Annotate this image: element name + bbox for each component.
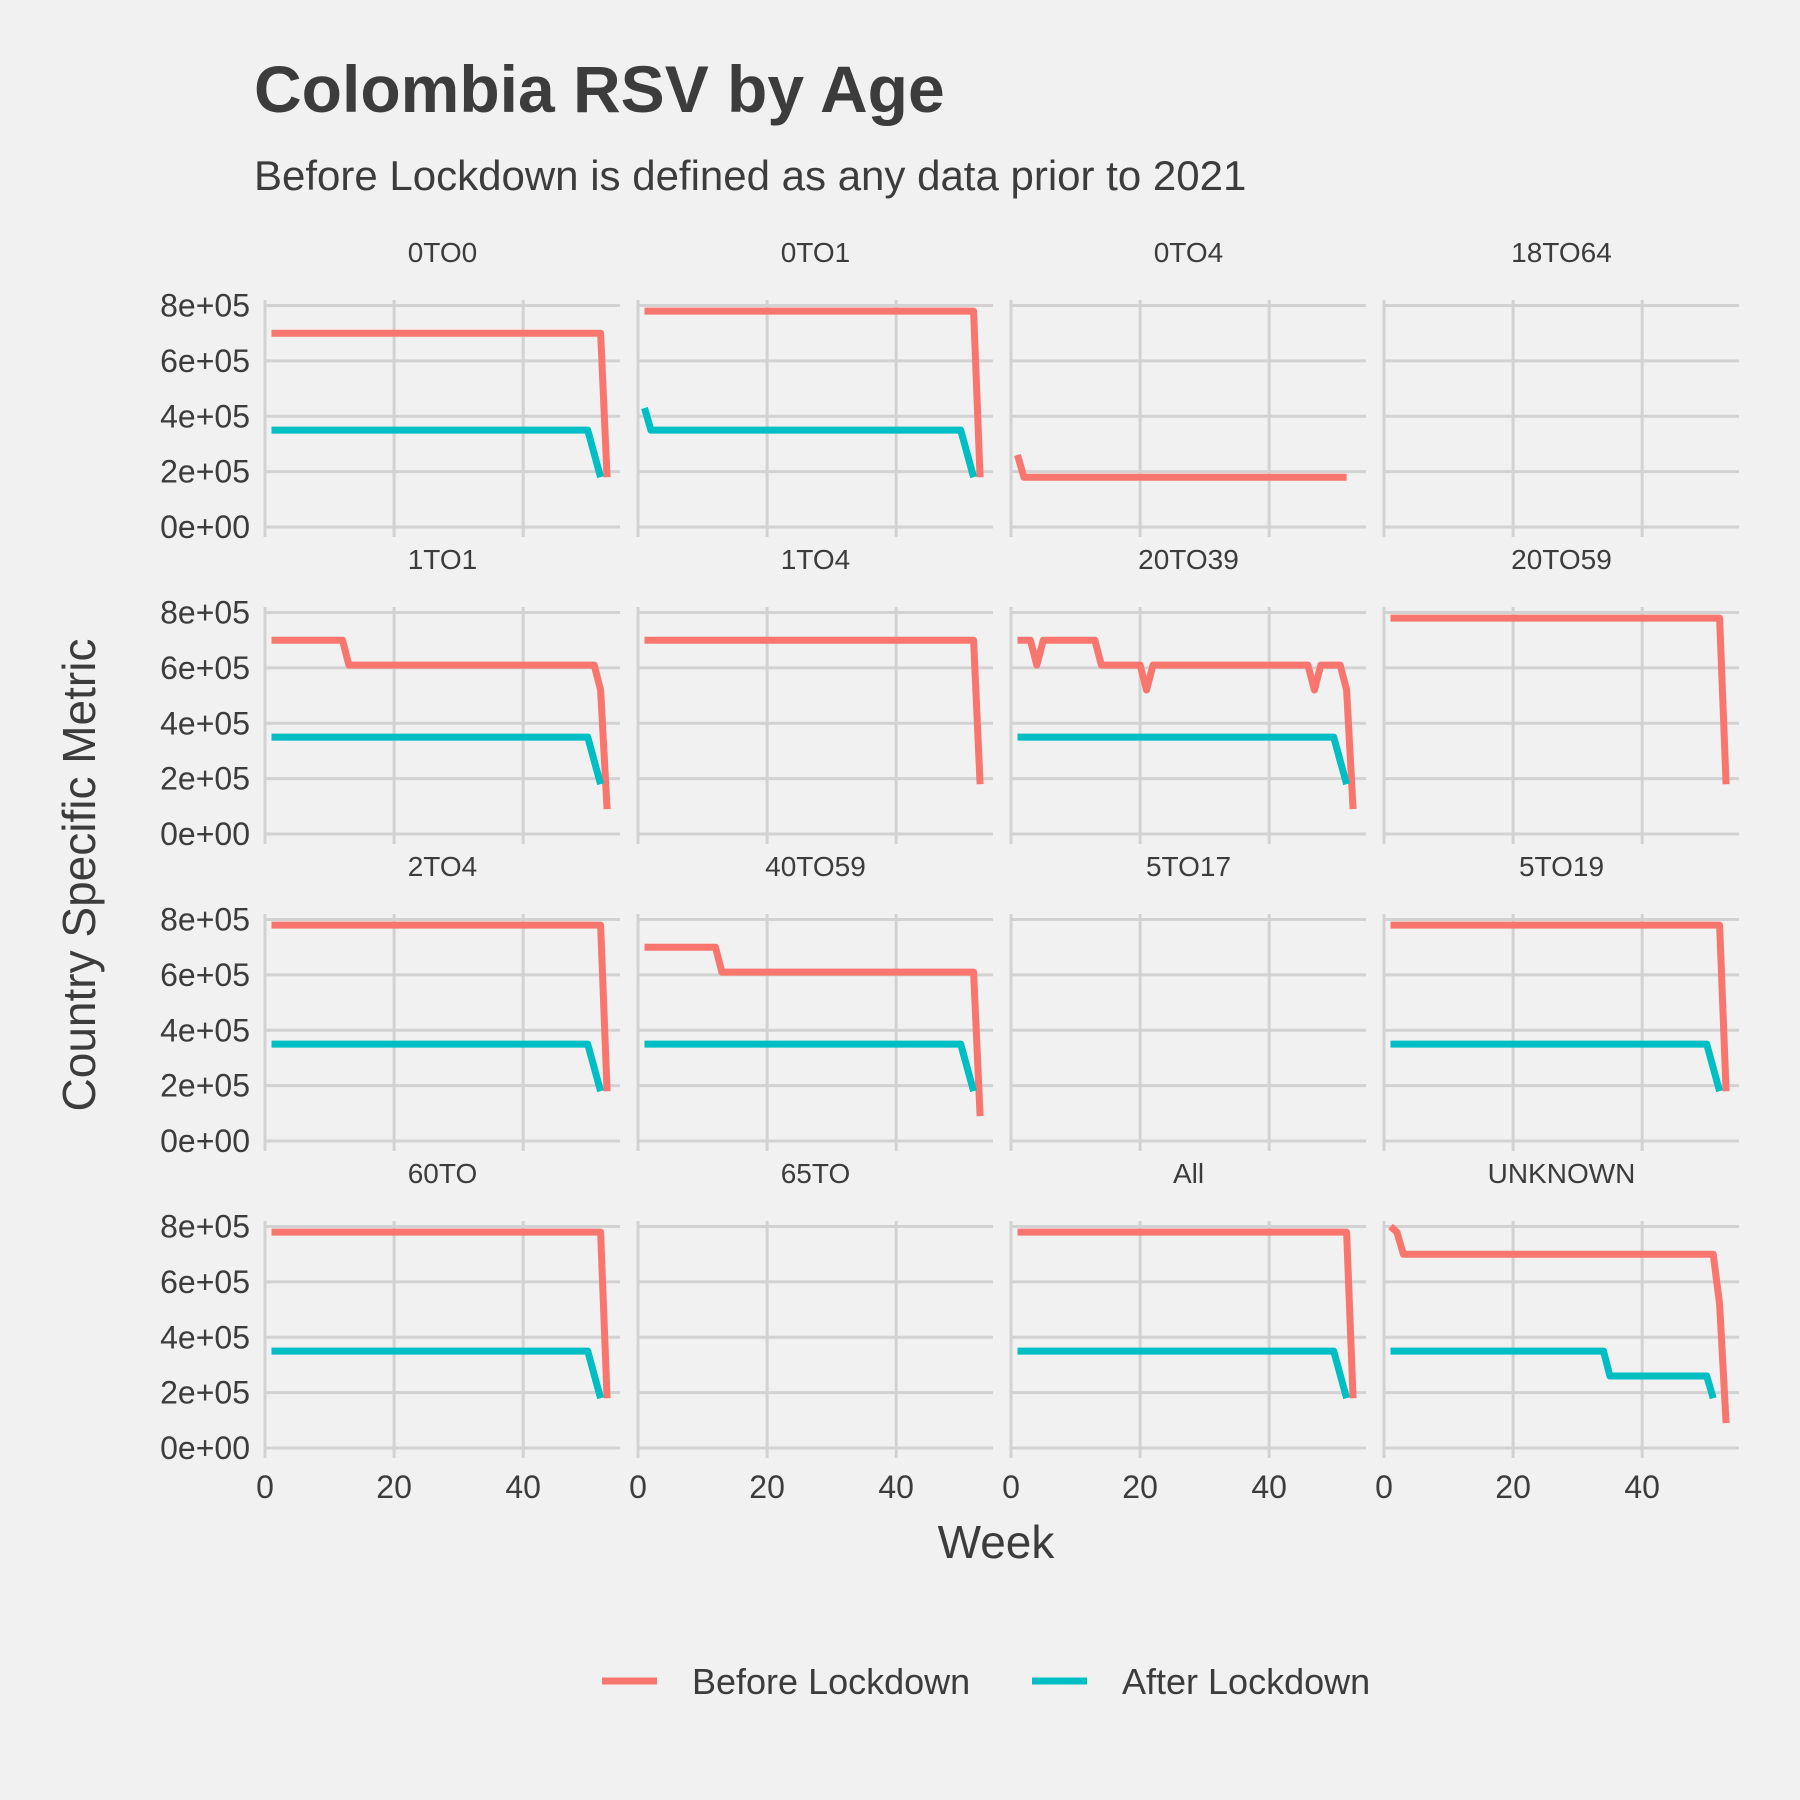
facet-strip-label: 18TO64 bbox=[1511, 237, 1612, 268]
before-lockdown-line bbox=[644, 943, 984, 1117]
y-tick-label: 4e+05 bbox=[160, 1012, 250, 1048]
after-lockdown-line bbox=[644, 1040, 977, 1093]
x-tick-label: 40 bbox=[1624, 1469, 1660, 1505]
facet-strip-label: 1TO4 bbox=[781, 544, 851, 575]
facet-strip-label: 0TO1 bbox=[781, 237, 851, 268]
after-lockdown-line bbox=[1017, 733, 1350, 786]
facet-strip-label: 0TO0 bbox=[408, 237, 478, 268]
facet-strip-label: UNKNOWN bbox=[1488, 1158, 1636, 1189]
before-lockdown-line bbox=[1390, 921, 1730, 1092]
facet-panel: 20TO59 bbox=[1382, 544, 1739, 844]
before-lockdown-line bbox=[644, 636, 984, 785]
y-tick-label: 8e+05 bbox=[160, 595, 250, 631]
legend-label: Before Lockdown bbox=[692, 1661, 970, 1702]
x-tick-label: 40 bbox=[878, 1469, 914, 1505]
legend-label: After Lockdown bbox=[1122, 1661, 1370, 1702]
facet-strip-label: 40TO59 bbox=[765, 851, 866, 882]
facet-panel: 1TO4 bbox=[636, 544, 993, 844]
after-lockdown-line bbox=[1390, 1040, 1723, 1093]
facet-strip-label: 65TO bbox=[781, 1158, 851, 1189]
y-tick-label: 2e+05 bbox=[160, 1068, 250, 1104]
y-tick-label: 2e+05 bbox=[160, 1375, 250, 1411]
legend: Before Lockdown After Lockdown bbox=[602, 1661, 1370, 1702]
x-tick-label: 40 bbox=[1251, 1469, 1287, 1505]
x-tick-label: 20 bbox=[1495, 1469, 1531, 1505]
facet-panel: UNKNOWN bbox=[1382, 1158, 1739, 1458]
y-tick-label: 8e+05 bbox=[160, 1209, 250, 1245]
y-tick-label: 0e+00 bbox=[160, 1430, 250, 1466]
y-tick-label: 0e+00 bbox=[160, 509, 250, 545]
facet-strip-label: 20TO39 bbox=[1138, 544, 1239, 575]
y-tick-label: 6e+05 bbox=[160, 343, 250, 379]
y-tick-label: 2e+05 bbox=[160, 761, 250, 797]
facet-panel: 0TO4 bbox=[1009, 237, 1366, 537]
facet-strip-label: 5TO19 bbox=[1519, 851, 1604, 882]
y-axis-title: Country Specific Metric bbox=[53, 639, 105, 1112]
before-lockdown-line bbox=[1014, 454, 1347, 481]
chart-subtitle: Before Lockdown is defined as any data p… bbox=[254, 152, 1246, 199]
facet-strip-label: 5TO17 bbox=[1146, 851, 1231, 882]
y-tick-label: 0e+00 bbox=[160, 816, 250, 852]
facet-strip-label: 60TO bbox=[408, 1158, 478, 1189]
before-lockdown-line bbox=[1388, 1223, 1730, 1424]
facet-panel: All bbox=[1009, 1158, 1366, 1458]
after-lockdown-line bbox=[271, 1347, 604, 1400]
after-lockdown-line bbox=[271, 733, 604, 786]
y-tick-label: 8e+05 bbox=[160, 288, 250, 324]
before-lockdown-line bbox=[644, 307, 984, 478]
y-tick-label: 6e+05 bbox=[160, 650, 250, 686]
x-tick-label: 40 bbox=[505, 1469, 541, 1505]
before-lockdown-line bbox=[1390, 614, 1730, 785]
facet-strip-label: 20TO59 bbox=[1511, 544, 1612, 575]
facet-panel: 5TO17 bbox=[1009, 851, 1366, 1151]
facet-strip-label: 0TO4 bbox=[1154, 237, 1224, 268]
facet-panel: 18TO64 bbox=[1382, 237, 1739, 537]
y-axis-tick-labels: 0e+00 2e+05 4e+05 6e+05 8e+05 0e+00 2e+05 4e+05… bbox=[160, 288, 250, 1466]
facet-panel: 1TO1 bbox=[263, 544, 620, 844]
chart-title: Colombia RSV by Age bbox=[254, 52, 945, 126]
x-tick-label: 0 bbox=[629, 1469, 647, 1505]
facet-panel: 5TO19 bbox=[1382, 851, 1739, 1151]
facet-panel: 20TO39 bbox=[1009, 544, 1366, 844]
x-tick-label: 20 bbox=[1122, 1469, 1158, 1505]
facet-panels: 0TO0 0TO1 0TO4 18TO64 1TO1 1TO4 20TO39 20TO59 2T… bbox=[263, 237, 1739, 1458]
facet-panel: 65TO bbox=[636, 1158, 993, 1458]
y-tick-label: 4e+05 bbox=[160, 1319, 250, 1355]
before-lockdown-line bbox=[271, 329, 611, 478]
after-lockdown-line bbox=[271, 426, 604, 479]
facet-panel: 40TO59 bbox=[636, 851, 993, 1151]
before-lockdown-line bbox=[271, 636, 611, 810]
facet-panel: 2TO4 bbox=[263, 851, 620, 1151]
x-axis-title: Week bbox=[938, 1516, 1056, 1568]
y-tick-label: 6e+05 bbox=[160, 957, 250, 993]
x-axis-tick-labels: 0 20 40 0 20 40 0 20 40 0 20 40 bbox=[256, 1469, 1660, 1505]
y-tick-label: 4e+05 bbox=[160, 705, 250, 741]
after-lockdown-line bbox=[1017, 1347, 1350, 1400]
before-lockdown-line bbox=[271, 921, 611, 1092]
y-tick-label: 6e+05 bbox=[160, 1264, 250, 1300]
x-tick-label: 20 bbox=[376, 1469, 412, 1505]
y-tick-label: 4e+05 bbox=[160, 398, 250, 434]
after-lockdown-line bbox=[1390, 1347, 1717, 1400]
after-lockdown-line bbox=[271, 1040, 604, 1093]
before-lockdown-line bbox=[271, 1228, 611, 1399]
before-lockdown-line bbox=[1017, 636, 1357, 810]
x-tick-label: 20 bbox=[749, 1469, 785, 1505]
after-lockdown-line bbox=[641, 407, 977, 479]
facet-panel: 0TO0 bbox=[263, 237, 620, 537]
y-tick-label: 0e+00 bbox=[160, 1123, 250, 1159]
x-tick-label: 0 bbox=[1002, 1469, 1020, 1505]
y-tick-label: 8e+05 bbox=[160, 902, 250, 938]
facet-panel: 0TO1 bbox=[636, 237, 993, 537]
x-tick-label: 0 bbox=[1375, 1469, 1393, 1505]
y-tick-label: 2e+05 bbox=[160, 454, 250, 490]
facet-strip-label: 1TO1 bbox=[408, 544, 478, 575]
facet-strip-label: All bbox=[1173, 1158, 1204, 1189]
facet-strip-label: 2TO4 bbox=[408, 851, 478, 882]
x-tick-label: 0 bbox=[256, 1469, 274, 1505]
before-lockdown-line bbox=[1017, 1228, 1357, 1399]
facet-panel: 60TO bbox=[263, 1158, 620, 1458]
